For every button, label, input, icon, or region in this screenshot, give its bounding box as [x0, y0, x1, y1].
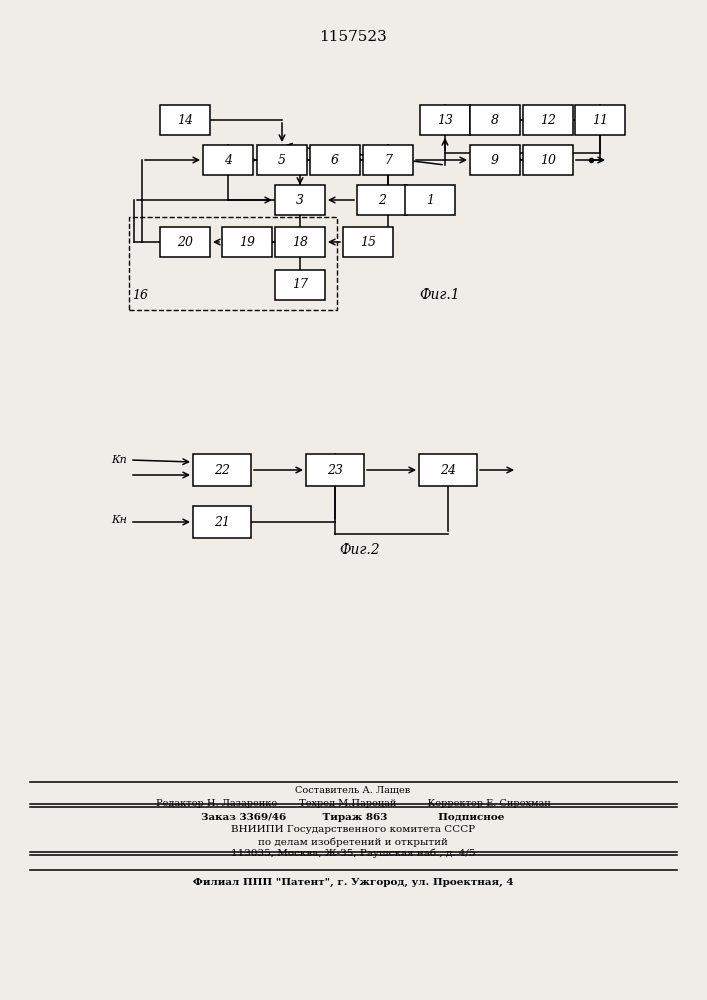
Text: 20: 20 — [177, 235, 193, 248]
Text: 10: 10 — [540, 153, 556, 166]
Bar — [575, 105, 625, 135]
Bar — [420, 105, 470, 135]
Text: 16: 16 — [132, 289, 148, 302]
Text: 21: 21 — [214, 516, 230, 528]
Text: 1157523: 1157523 — [319, 30, 387, 44]
Text: 9: 9 — [491, 153, 499, 166]
Text: 13: 13 — [437, 113, 453, 126]
Text: 5: 5 — [278, 153, 286, 166]
Text: 3: 3 — [296, 194, 304, 207]
Text: 2: 2 — [378, 194, 386, 207]
Text: 11: 11 — [592, 113, 608, 126]
Text: 113035, Москва, Ж-35, Раушская наб., д. 4/5: 113035, Москва, Ж-35, Раушская наб., д. … — [230, 848, 475, 858]
Bar — [470, 105, 520, 135]
Text: 8: 8 — [491, 113, 499, 126]
Text: 15: 15 — [360, 235, 376, 248]
Bar — [203, 145, 253, 175]
Text: 24: 24 — [440, 464, 456, 477]
Text: Составитель А. Лащев: Составитель А. Лащев — [296, 786, 411, 794]
Bar — [523, 145, 573, 175]
Bar — [306, 454, 364, 486]
Text: Фиг.1: Фиг.1 — [420, 288, 460, 302]
Bar — [275, 227, 325, 257]
Text: 23: 23 — [327, 464, 343, 477]
Text: ВНИИПИ Государственного комитета СССР: ВНИИПИ Государственного комитета СССР — [231, 826, 475, 834]
Text: 19: 19 — [239, 235, 255, 248]
Bar — [160, 105, 210, 135]
Bar — [275, 270, 325, 300]
Text: 1: 1 — [426, 194, 434, 207]
Bar — [523, 105, 573, 135]
Text: 7: 7 — [384, 153, 392, 166]
Text: Кп: Кп — [111, 455, 127, 465]
Bar — [193, 454, 251, 486]
Bar — [419, 454, 477, 486]
Bar — [363, 145, 413, 175]
Bar — [257, 145, 307, 175]
Bar — [357, 185, 407, 215]
Text: Заказ 3369/46          Тираж 863              Подписное: Заказ 3369/46 Тираж 863 Подписное — [201, 812, 505, 822]
Bar — [343, 227, 393, 257]
Text: Филиал ППП "Патент", г. Ужгород, ул. Проектная, 4: Филиал ППП "Патент", г. Ужгород, ул. Про… — [193, 877, 513, 887]
Bar — [129, 217, 337, 310]
Text: Редактор Н. Лазаренко       Техред М.Пароцай          Корректор Е. Сирохман: Редактор Н. Лазаренко Техред М.Пароцай К… — [156, 800, 550, 808]
Bar — [405, 185, 455, 215]
Text: по делам изобретений и открытий: по делам изобретений и открытий — [258, 837, 448, 847]
Text: Кн: Кн — [111, 515, 127, 525]
Bar — [470, 145, 520, 175]
Text: 14: 14 — [177, 113, 193, 126]
Text: 22: 22 — [214, 464, 230, 477]
Text: 17: 17 — [292, 278, 308, 292]
Text: 18: 18 — [292, 235, 308, 248]
Bar — [275, 185, 325, 215]
Text: 6: 6 — [331, 153, 339, 166]
Text: 12: 12 — [540, 113, 556, 126]
Bar — [160, 227, 210, 257]
Bar — [193, 506, 251, 538]
Text: 4: 4 — [224, 153, 232, 166]
Bar — [310, 145, 360, 175]
Bar — [222, 227, 272, 257]
Text: Фиг.2: Фиг.2 — [339, 543, 380, 557]
